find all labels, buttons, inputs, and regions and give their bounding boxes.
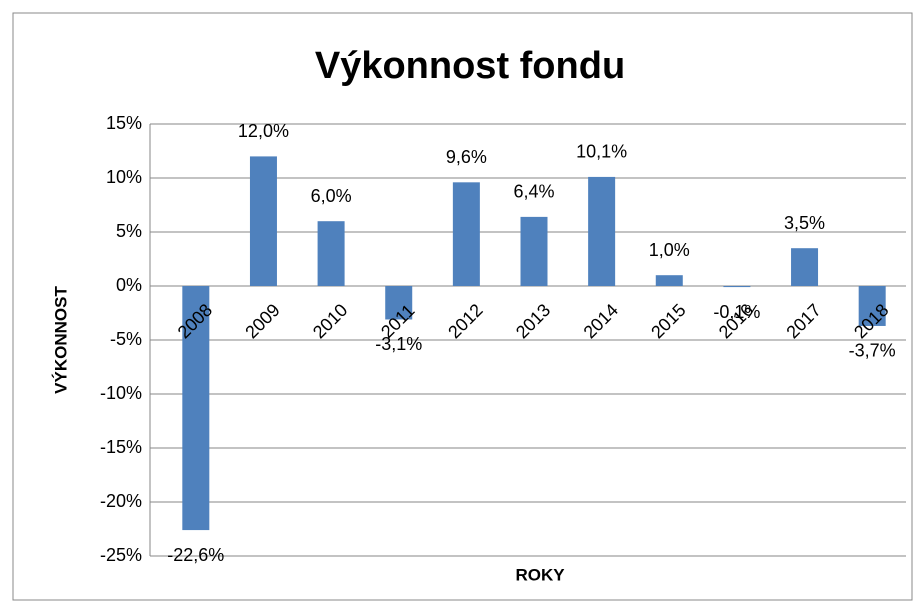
data-label: 3,5% (784, 213, 825, 233)
y-axis-title: VÝKONNOST (51, 286, 70, 394)
data-label: -0,1% (713, 302, 760, 322)
data-label: 9,6% (446, 147, 487, 167)
data-label: 1,0% (649, 240, 690, 260)
y-tick-label: 10% (106, 167, 142, 187)
data-label: 10,1% (576, 142, 627, 162)
bar (858, 286, 886, 326)
y-tick-label: 15% (106, 113, 142, 133)
data-label: -3,7% (849, 341, 896, 361)
x-axis-title: ROKY (515, 565, 565, 584)
data-label: 6,0% (311, 186, 352, 206)
bar (317, 221, 345, 286)
bar (452, 182, 480, 286)
chart-border (12, 12, 913, 601)
chart-title: Výkonnost fondu (315, 45, 625, 87)
data-label: -22,6% (167, 545, 224, 565)
data-label: 6,4% (513, 182, 554, 202)
data-label: 12,0% (238, 121, 289, 141)
y-tick-label: 0% (116, 275, 142, 295)
bar (385, 286, 413, 320)
y-tick-label: -25% (100, 545, 142, 565)
bar (791, 248, 819, 286)
y-tick-label: -15% (100, 437, 142, 457)
data-label: -3,1% (375, 334, 422, 354)
y-tick-label: -10% (100, 383, 142, 403)
y-tick-label: 5% (116, 221, 142, 241)
bar (588, 176, 616, 286)
bar (723, 286, 751, 288)
bar (520, 216, 548, 286)
y-tick-label: -5% (110, 329, 142, 349)
bar (182, 286, 210, 531)
bar (249, 156, 277, 286)
y-tick-label: -20% (100, 491, 142, 511)
bar (655, 275, 683, 286)
